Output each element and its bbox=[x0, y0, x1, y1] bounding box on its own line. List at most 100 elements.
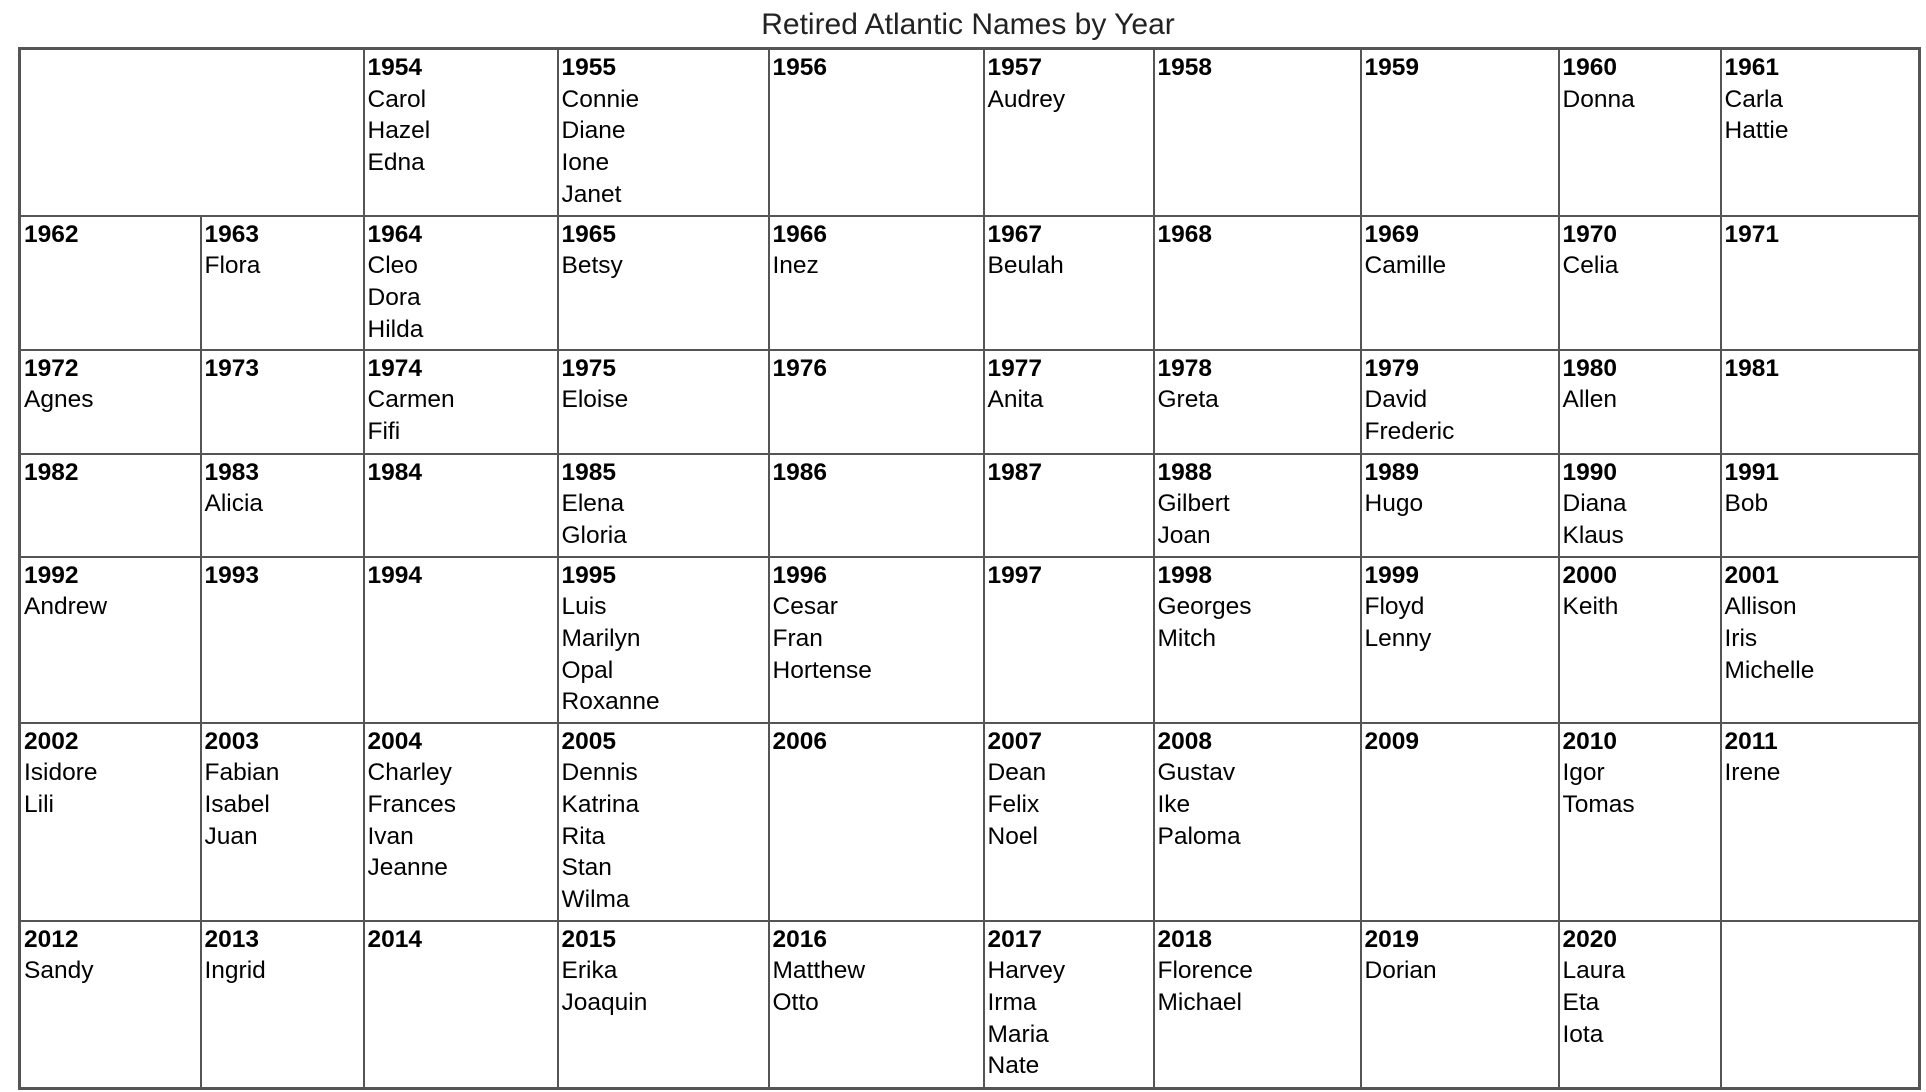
year-cell: 1981 bbox=[1719, 348, 1921, 455]
year-label: 2001 bbox=[1724, 561, 1780, 589]
storm-name: Gloria bbox=[561, 521, 627, 549]
storm-name: Eloise bbox=[561, 386, 629, 414]
year-label: 1962 bbox=[24, 220, 79, 248]
storm-name: Betsy bbox=[561, 252, 623, 280]
year-cell: 1973 bbox=[199, 348, 365, 455]
year-cell: 2020 Laura Eta Iota bbox=[1557, 919, 1722, 1090]
year-label: 2000 bbox=[1562, 561, 1618, 589]
storm-name: Wilma bbox=[561, 886, 630, 914]
storm-name: Mitch bbox=[1157, 624, 1217, 652]
year-cell: 2002 Isidore Lili bbox=[18, 721, 202, 922]
storm-name: Irene bbox=[1724, 759, 1781, 787]
empty-cell bbox=[1719, 919, 1921, 1090]
year-label: 1968 bbox=[1157, 220, 1213, 248]
storm-name: Anita bbox=[987, 386, 1044, 414]
year-label: 2020 bbox=[1562, 925, 1618, 953]
year-cell: 2015 Erika Joaquin bbox=[556, 919, 770, 1090]
year-label: 1985 bbox=[561, 458, 617, 486]
storm-name: Joan bbox=[1157, 521, 1211, 549]
storm-name: Otto bbox=[772, 988, 819, 1016]
year-label: 2006 bbox=[772, 727, 828, 755]
year-label: 1982 bbox=[24, 458, 79, 486]
year-label: 2013 bbox=[204, 925, 260, 953]
year-cell: 2006 bbox=[767, 721, 985, 922]
storm-name: Lenny bbox=[1364, 624, 1432, 652]
year-cell: 1994 bbox=[362, 555, 559, 724]
storm-name: Bob bbox=[1724, 490, 1769, 518]
year-label: 1994 bbox=[367, 561, 423, 589]
year-cell: 2009 bbox=[1359, 721, 1560, 922]
year-label: 2010 bbox=[1562, 727, 1618, 755]
year-label: 2005 bbox=[561, 727, 617, 755]
storm-name: Luis bbox=[561, 593, 607, 621]
storm-name: Agnes bbox=[24, 386, 94, 414]
year-label: 2016 bbox=[772, 925, 828, 953]
year-label: 1957 bbox=[987, 54, 1043, 81]
year-label: 1998 bbox=[1157, 561, 1213, 589]
year-cell: 1963 Flora bbox=[199, 214, 365, 351]
year-label: 1966 bbox=[772, 220, 828, 248]
year-label: 1964 bbox=[367, 220, 423, 248]
storm-name: Jeanne bbox=[367, 854, 448, 882]
year-cell: 1960 Donna bbox=[1557, 47, 1722, 217]
storm-name: Isabel bbox=[204, 790, 270, 818]
year-cell: 1971 bbox=[1719, 214, 1921, 351]
year-label: 2012 bbox=[24, 925, 79, 953]
year-label: 1988 bbox=[1157, 458, 1213, 486]
year-label: 1976 bbox=[772, 354, 828, 382]
storm-name: Carla bbox=[1724, 85, 1784, 113]
storm-name: Alicia bbox=[204, 490, 264, 518]
year-label: 2008 bbox=[1157, 727, 1213, 755]
storm-name: Celia bbox=[1562, 252, 1619, 280]
year-cell: 1996 Cesar Fran Hortense bbox=[767, 555, 985, 724]
storm-name: Lili bbox=[24, 790, 54, 818]
storm-name: Hattie bbox=[1724, 117, 1789, 145]
year-cell: 2000 Keith bbox=[1557, 555, 1722, 724]
storm-name: Stan bbox=[561, 854, 612, 882]
year-label: 1997 bbox=[987, 561, 1043, 589]
year-label: 2018 bbox=[1157, 925, 1213, 953]
storm-name: Elena bbox=[561, 490, 625, 518]
storm-name: Allison bbox=[1724, 593, 1797, 621]
storm-name: Juan bbox=[204, 822, 258, 850]
year-label: 1995 bbox=[561, 561, 617, 589]
year-cell: 1977 Anita bbox=[982, 348, 1155, 455]
year-cell: 1954 Carol Hazel Edna bbox=[362, 47, 559, 217]
storm-name: Floyd bbox=[1364, 593, 1425, 621]
year-label: 1977 bbox=[987, 354, 1043, 382]
year-cell: 1985 Elena Gloria bbox=[556, 452, 770, 558]
year-cell: 2013 Ingrid bbox=[199, 919, 365, 1090]
year-label: 1978 bbox=[1157, 354, 1213, 382]
year-cell: 1982 bbox=[18, 452, 202, 558]
year-label: 1972 bbox=[24, 354, 79, 382]
year-label: 1989 bbox=[1364, 458, 1420, 486]
page-title: Retired Atlantic Names by Year bbox=[761, 8, 1175, 41]
storm-name: Hugo bbox=[1364, 490, 1424, 518]
year-cell: 1979 David Frederic bbox=[1359, 348, 1560, 455]
table-row: 1992 Andrew 1993 1994 1995 Luis Marilyn Opal Rox… bbox=[18, 555, 1921, 724]
year-label: 1960 bbox=[1562, 54, 1618, 81]
year-cell: 1984 bbox=[362, 452, 559, 558]
year-label: 2011 bbox=[1724, 727, 1778, 755]
year-cell: 2008 Gustav Ike Paloma bbox=[1152, 721, 1362, 922]
storm-name: Janet bbox=[561, 180, 622, 208]
year-cell: 1958 bbox=[1152, 47, 1362, 217]
storm-name: Igor bbox=[1562, 759, 1605, 787]
year-label: 1986 bbox=[772, 458, 828, 486]
year-label: 1993 bbox=[204, 561, 260, 589]
empty-cell bbox=[18, 47, 365, 217]
table-row: 1962 1963 Flora 1964 Cleo Dora Hilda 1965 Betsy 1… bbox=[18, 214, 1921, 351]
storm-name: Georges bbox=[1157, 593, 1252, 621]
year-cell: 1970 Celia bbox=[1557, 214, 1722, 351]
storm-name: Carol bbox=[367, 85, 427, 113]
storm-name: Carmen bbox=[367, 386, 455, 414]
year-cell: 1957 Audrey bbox=[982, 47, 1155, 217]
storm-name: Laura bbox=[1562, 957, 1626, 985]
storm-name: Isidore bbox=[24, 759, 98, 787]
year-cell: 1987 bbox=[982, 452, 1155, 558]
year-label: 1980 bbox=[1562, 354, 1618, 382]
storm-name: Charley bbox=[367, 759, 452, 787]
year-label: 1969 bbox=[1364, 220, 1420, 248]
year-label: 1970 bbox=[1562, 220, 1618, 248]
storm-name: David bbox=[1364, 386, 1428, 414]
